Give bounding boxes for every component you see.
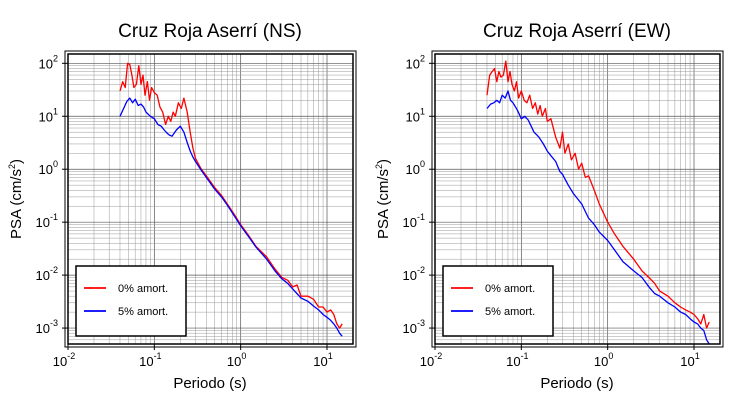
y-ticks-ns: 10-3 10-2 10-1 100 101 102 xyxy=(36,53,68,336)
y-tick-label: 102 xyxy=(406,53,425,71)
y-ticks-ew: 10-3 10-2 10-1 100 101 102 xyxy=(403,53,435,336)
legend-label-0pct-ns: 0% amort. xyxy=(118,283,168,295)
y-tick-label: 10-3 xyxy=(403,318,425,336)
series-line-5pct-ew xyxy=(486,90,710,345)
x-tick-label: 10-2 xyxy=(420,351,442,369)
legend-ew: 0% amort. 5% amort. xyxy=(442,265,554,337)
legend-label-0pct-ew: 0% amort. xyxy=(485,283,535,295)
x-axis-label-ns: Periodo (s) xyxy=(173,375,246,392)
y-tick-label: 101 xyxy=(406,106,425,124)
plot-frame-ew xyxy=(434,53,721,345)
y-axis-label-ns: PSA (cm/s2) xyxy=(7,159,25,239)
series-line-0pct-ns xyxy=(119,62,343,329)
y-tick-label: 100 xyxy=(406,159,425,177)
legend-box-ew xyxy=(442,265,554,337)
x-tick-label: 100 xyxy=(594,351,613,369)
y-tick-label: 10-2 xyxy=(36,265,58,283)
y-tick-label: 101 xyxy=(39,106,58,124)
x-ticks-ew: 10-2 10-1 100 101 xyxy=(420,344,700,369)
chart-title-ns: Cruz Roja Aserrí (NS) xyxy=(118,21,302,42)
x-tick-label: 101 xyxy=(313,351,332,369)
y-tick-label: 10-1 xyxy=(403,212,425,230)
y-axis-label-ew: PSA (cm/s2) xyxy=(374,159,392,239)
x-tick-label: 101 xyxy=(680,351,699,369)
series-line-5pct-ns xyxy=(119,97,343,337)
y-tick-label: 10-3 xyxy=(36,318,58,336)
plot-outer-frame-ns xyxy=(64,50,357,348)
chart-panel-ew: Cruz Roja Aserrí (EW) 10-2 10-1 100 101 10-… xyxy=(374,21,724,392)
legend-box-ns xyxy=(75,265,187,337)
x-ticks-ns: 10-2 10-1 100 101 xyxy=(53,344,333,369)
chart-panel-ns: Cruz Roja Aserrí (NS) 10-2 10-1 100 101 10-… xyxy=(7,21,357,392)
x-tick-label: 10-1 xyxy=(139,351,161,369)
legend-label-5pct-ew: 5% amort. xyxy=(485,306,535,318)
y-tick-label: 10-2 xyxy=(403,265,425,283)
plot-outer-frame-ew xyxy=(431,50,724,348)
y-tick-label: 102 xyxy=(39,53,58,71)
series-line-0pct-ew xyxy=(486,60,710,329)
x-tick-label: 10-2 xyxy=(53,351,75,369)
legend-label-5pct-ns: 5% amort. xyxy=(118,306,168,318)
legend-ns: 0% amort. 5% amort. xyxy=(75,265,187,337)
plot-frame-ns xyxy=(67,53,354,345)
x-tick-label: 100 xyxy=(227,351,246,369)
series-ns xyxy=(119,62,343,337)
x-tick-label: 10-1 xyxy=(506,351,528,369)
y-tick-label: 10-1 xyxy=(36,212,58,230)
series-ew xyxy=(486,60,710,345)
y-tick-label: 100 xyxy=(39,159,58,177)
x-axis-label-ew: Periodo (s) xyxy=(540,375,613,392)
chart-title-ew: Cruz Roja Aserrí (EW) xyxy=(483,21,671,42)
